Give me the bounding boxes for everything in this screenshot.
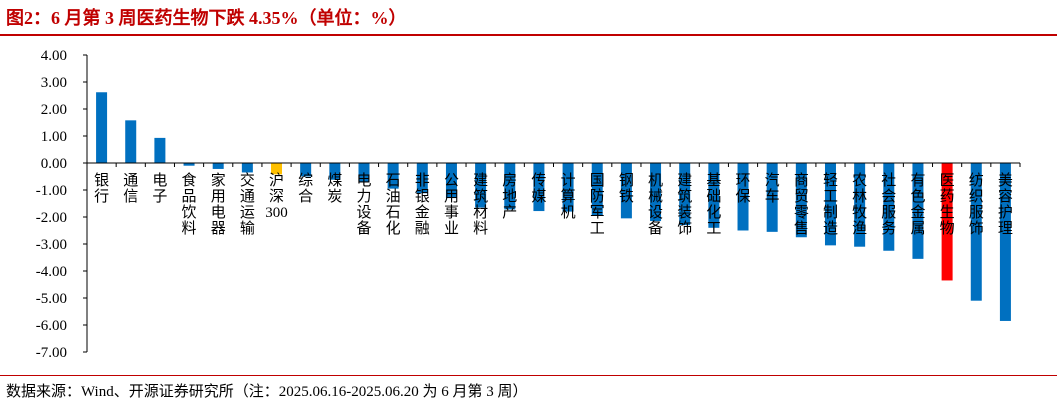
bar [999, 163, 1011, 321]
bar [854, 163, 866, 247]
bar [824, 163, 836, 246]
bar [708, 163, 720, 228]
bar [883, 163, 895, 251]
bars [96, 92, 1011, 321]
category-label: 美容护理 [998, 172, 1013, 237]
category-label: 社会服务 [881, 172, 896, 237]
category-label: 煤炭 [327, 172, 342, 205]
y-tick-label: -6.00 [36, 318, 67, 334]
category-label: 有色金属 [910, 172, 925, 237]
y-tick-label: -1.00 [36, 183, 67, 199]
bar [416, 163, 428, 194]
bar [271, 163, 283, 175]
category-label: 电子 [152, 172, 167, 205]
category-label: 建筑装饰 [677, 172, 692, 237]
bar [795, 163, 807, 238]
bar [387, 163, 399, 189]
category-label: 医药生物 [940, 173, 955, 237]
y-axis: 4.00 3.00 2.00 1.00 0.00 -1.00 -2.00 -3.00 -4.00… [36, 48, 88, 361]
category-label: 机械设备 [648, 172, 663, 237]
y-tick-label: -4.00 [36, 264, 67, 280]
category-label: 传媒 [531, 172, 546, 205]
source-note: 数据来源：Wind、开源证券研究所（注：2025.06.16-2025.06.2… [6, 384, 528, 400]
category-label: 轻工制造 [823, 172, 838, 237]
bar [212, 163, 224, 169]
bar [154, 137, 166, 163]
y-tick-label: 1.00 [41, 129, 67, 145]
bar [650, 163, 662, 222]
y-tick-label: 2.00 [41, 102, 67, 118]
y-tick-label: -5.00 [36, 291, 67, 307]
bar [737, 163, 749, 231]
bar [358, 163, 370, 183]
bar [912, 163, 924, 259]
category-label: 纺织服饰 [969, 172, 984, 237]
bar [970, 163, 982, 301]
bar [504, 163, 516, 210]
category-label: 综合 [298, 172, 313, 205]
y-tick-label: -2.00 [36, 210, 67, 226]
bar [125, 120, 137, 163]
bar [679, 163, 691, 226]
category-label: 汽车 [765, 172, 780, 205]
category-label: 交通运输 [240, 171, 255, 237]
bar [533, 163, 545, 212]
bar [329, 163, 341, 180]
bar [96, 92, 108, 163]
bar [941, 163, 953, 281]
bar [241, 163, 253, 173]
category-label: 商贸零售 [794, 172, 809, 237]
category-label: 建筑材料 [473, 172, 488, 237]
category-label: 国防军工 [590, 172, 605, 237]
category-label: 环保 [736, 173, 751, 205]
bar [591, 163, 603, 216]
category-label: 食品饮料 [182, 172, 197, 237]
bar-chart: 4.00 3.00 2.00 1.00 0.00 -1.00 -2.00 -3.00 -4.00… [36, 48, 1021, 361]
figure-title: 图2：6 月第 3 周医药生物下跌 4.35%（单位：%） [6, 8, 407, 28]
category-label: 银行 [94, 172, 109, 205]
bar [445, 163, 457, 199]
title-rule [0, 34, 1057, 36]
x-axis [86, 162, 1021, 167]
category-label: 钢铁 [619, 172, 634, 205]
y-tick-label: -7.00 [36, 345, 67, 361]
category-label: 公用事业 [444, 173, 459, 237]
y-tick-label: 4.00 [41, 48, 67, 64]
category-label: 通信 [123, 172, 138, 205]
source-rule [0, 375, 1057, 376]
bar [766, 163, 778, 232]
category-label: 石油石化 [386, 173, 401, 237]
category-label: 沪深 300 [265, 172, 288, 221]
category-label: 计算机 [561, 172, 576, 221]
y-tick-label: -3.00 [36, 237, 67, 253]
category-label: 农林牧渔 [852, 172, 867, 237]
bar [183, 163, 195, 166]
category-label: 家用电器 [211, 172, 226, 237]
category-label: 基础化工 [706, 172, 721, 237]
category-label: 非银金融 [415, 172, 430, 237]
category-label: 电力设备 [356, 172, 371, 237]
bar [562, 163, 574, 212]
bar [620, 163, 632, 219]
y-tick-label: 3.00 [41, 75, 67, 91]
category-label: 房地产 [502, 172, 517, 221]
bar [300, 163, 312, 177]
y-tick-label: 0.00 [41, 156, 67, 172]
bar [475, 163, 487, 208]
